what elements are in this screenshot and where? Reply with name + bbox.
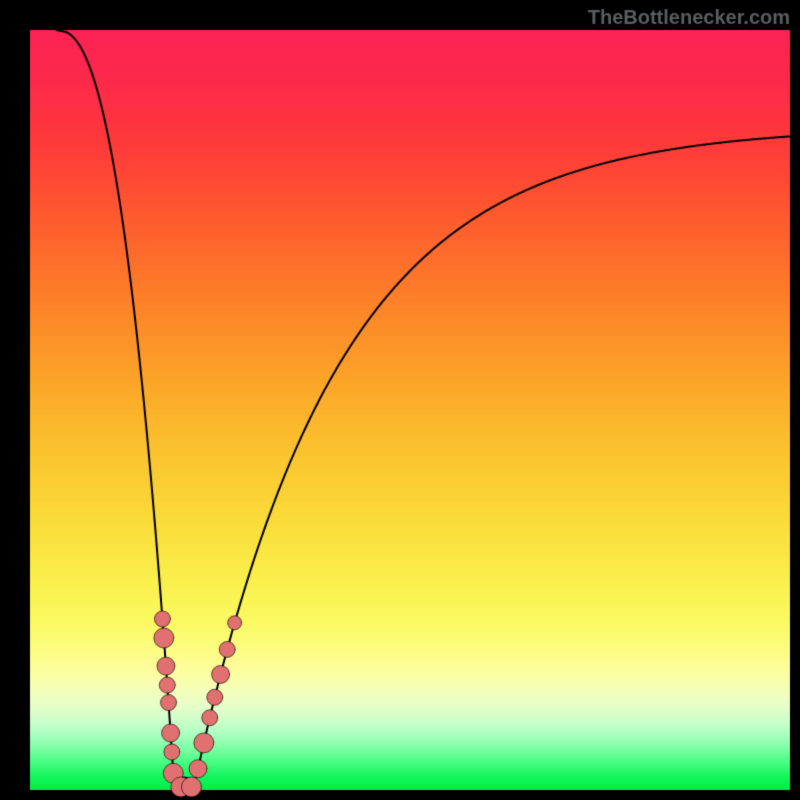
bottleneck-chart-canvas — [0, 0, 800, 800]
